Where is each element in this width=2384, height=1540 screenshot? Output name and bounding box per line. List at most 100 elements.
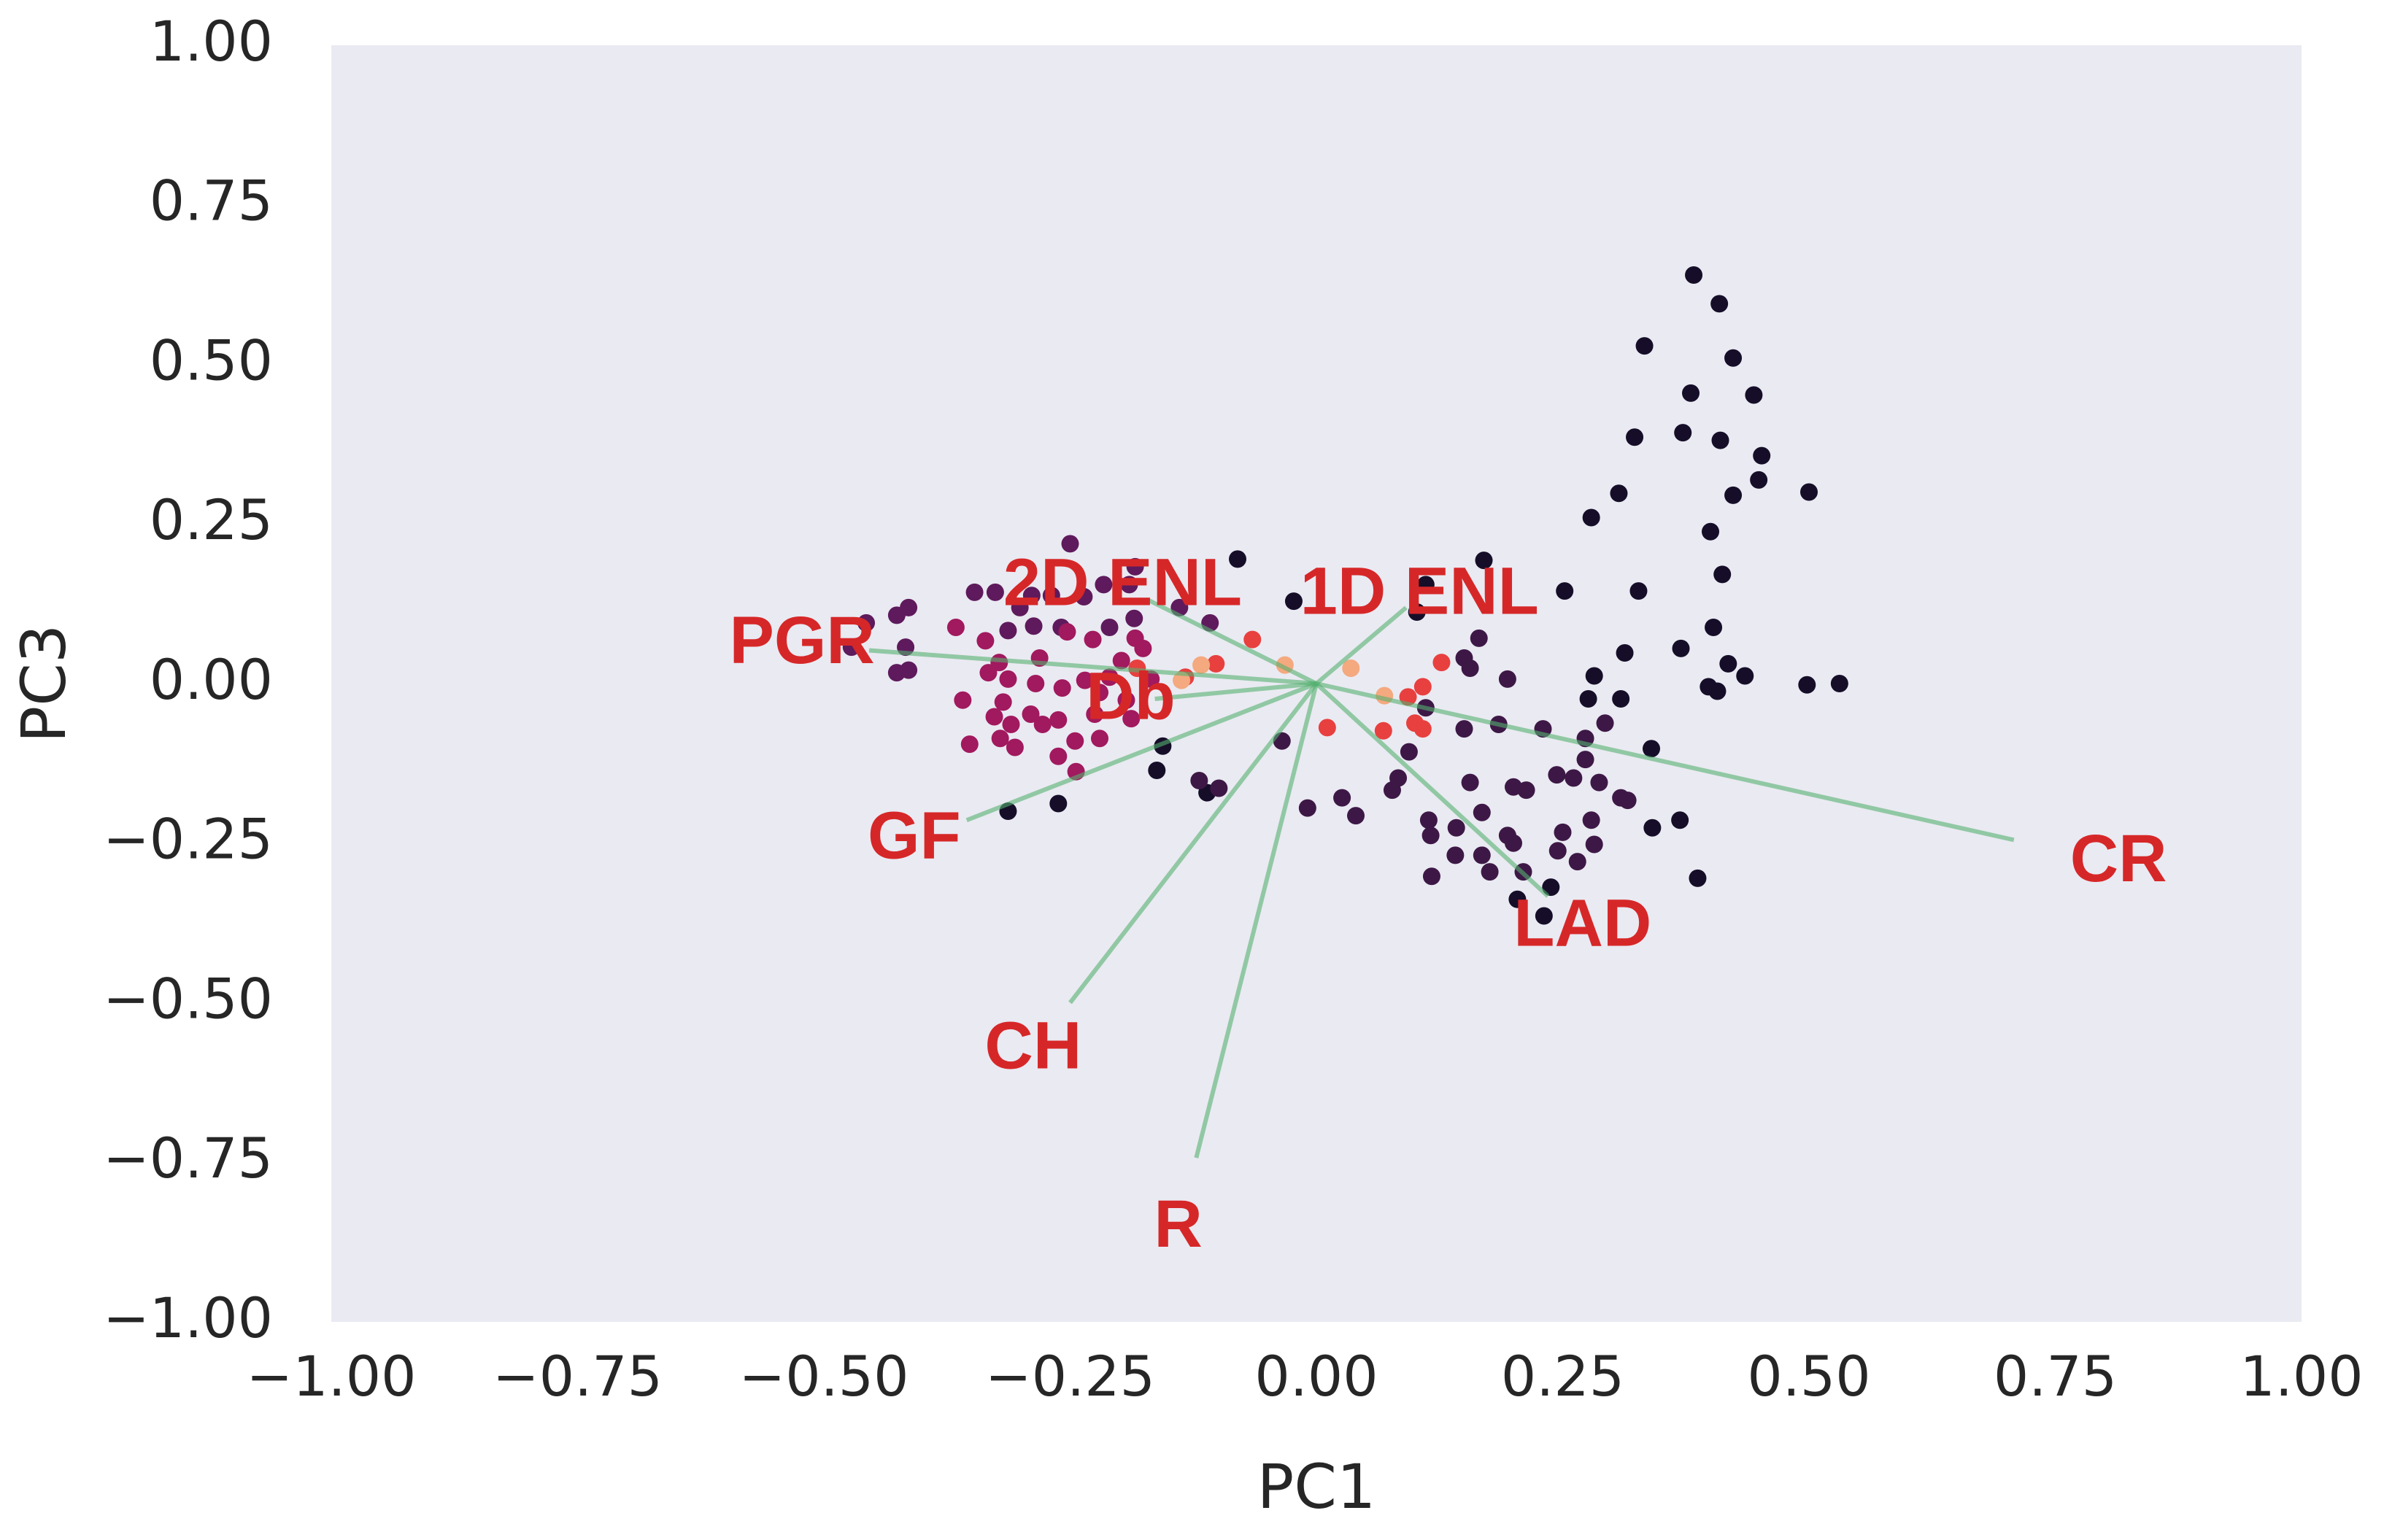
y-tick-label: 0.00	[150, 647, 273, 712]
point	[1413, 720, 1432, 738]
point	[1053, 679, 1071, 697]
point	[1095, 576, 1113, 594]
point	[1432, 654, 1451, 672]
point	[1210, 779, 1228, 797]
point	[1689, 869, 1707, 887]
point	[1333, 789, 1351, 807]
point	[1505, 778, 1522, 796]
x-tick-label: 0.75	[1994, 1344, 2117, 1409]
point	[976, 632, 995, 650]
y-tick-label: −0.75	[103, 1126, 273, 1191]
x-tick-label: 0.50	[1747, 1344, 1870, 1409]
point	[1243, 630, 1262, 649]
loading-vector	[1314, 681, 1550, 898]
point	[1610, 484, 1628, 503]
point	[985, 708, 1003, 726]
point	[1455, 720, 1473, 738]
y-axis-title: PC3	[8, 624, 80, 743]
point	[1750, 471, 1768, 489]
point	[1190, 772, 1208, 789]
point	[1126, 629, 1144, 647]
point	[1049, 794, 1068, 813]
point	[986, 583, 1004, 601]
point	[1125, 609, 1143, 627]
y-tick-label: −0.25	[103, 807, 273, 872]
point	[1042, 587, 1060, 605]
point	[1318, 719, 1336, 737]
y-tick-label: 0.75	[150, 169, 273, 233]
point	[1830, 675, 1848, 692]
point	[887, 664, 906, 682]
y-tick-label: 0.50	[150, 328, 273, 392]
loading-label: 2D ENL	[1003, 545, 1242, 619]
x-axis-title: PC1	[1257, 1451, 1376, 1522]
point	[1422, 867, 1440, 886]
point	[1400, 743, 1418, 761]
point	[1447, 819, 1465, 837]
point	[1383, 781, 1401, 800]
point	[1473, 803, 1491, 821]
point	[1446, 846, 1465, 864]
point	[1585, 835, 1603, 854]
point	[1635, 337, 1654, 355]
point	[1568, 853, 1586, 871]
point	[999, 622, 1017, 640]
point	[1120, 576, 1138, 594]
point	[991, 730, 1009, 748]
point	[1076, 671, 1094, 689]
x-tick-label: 0.00	[1254, 1344, 1378, 1409]
loading-vector	[868, 648, 1317, 686]
point	[946, 619, 965, 636]
point	[1554, 823, 1572, 841]
point	[1671, 811, 1689, 829]
point	[1643, 740, 1660, 758]
point	[1672, 639, 1690, 657]
point	[887, 606, 906, 624]
point	[1229, 550, 1246, 568]
x-tick-label: −0.75	[493, 1344, 663, 1409]
point	[1582, 811, 1600, 829]
point	[1025, 617, 1043, 635]
point	[1142, 670, 1160, 688]
point	[1066, 732, 1084, 750]
loading-vector	[1315, 605, 1408, 686]
point	[1408, 603, 1426, 621]
point	[1542, 878, 1560, 897]
point	[1117, 691, 1135, 709]
point	[1421, 827, 1440, 845]
point	[1590, 773, 1608, 792]
point	[1100, 668, 1119, 686]
point	[1002, 716, 1020, 733]
point	[1682, 384, 1700, 402]
point	[1122, 710, 1141, 728]
point	[1006, 738, 1024, 757]
point	[1413, 678, 1432, 696]
point	[1565, 769, 1583, 787]
point	[1027, 675, 1045, 692]
x-tick-label: 0.25	[1501, 1344, 1624, 1409]
point	[1284, 592, 1303, 611]
loading-vector	[1194, 683, 1319, 1158]
point	[1473, 846, 1491, 864]
point	[1086, 705, 1104, 723]
point	[1498, 670, 1516, 688]
point	[1049, 747, 1068, 765]
point	[1702, 522, 1719, 541]
point	[1347, 807, 1365, 825]
point	[1710, 295, 1729, 313]
point	[1629, 582, 1648, 600]
point	[1711, 431, 1729, 449]
point	[842, 638, 860, 657]
point	[1596, 714, 1614, 732]
point	[1461, 773, 1479, 792]
point	[1736, 667, 1754, 685]
loading-vector	[1154, 681, 1317, 701]
loading-vector	[1146, 597, 1318, 686]
y-tick-label: −1.00	[103, 1285, 273, 1350]
point	[1505, 834, 1522, 852]
point	[1745, 386, 1763, 404]
point	[1481, 863, 1499, 881]
point	[1548, 766, 1566, 784]
point	[1724, 349, 1743, 367]
